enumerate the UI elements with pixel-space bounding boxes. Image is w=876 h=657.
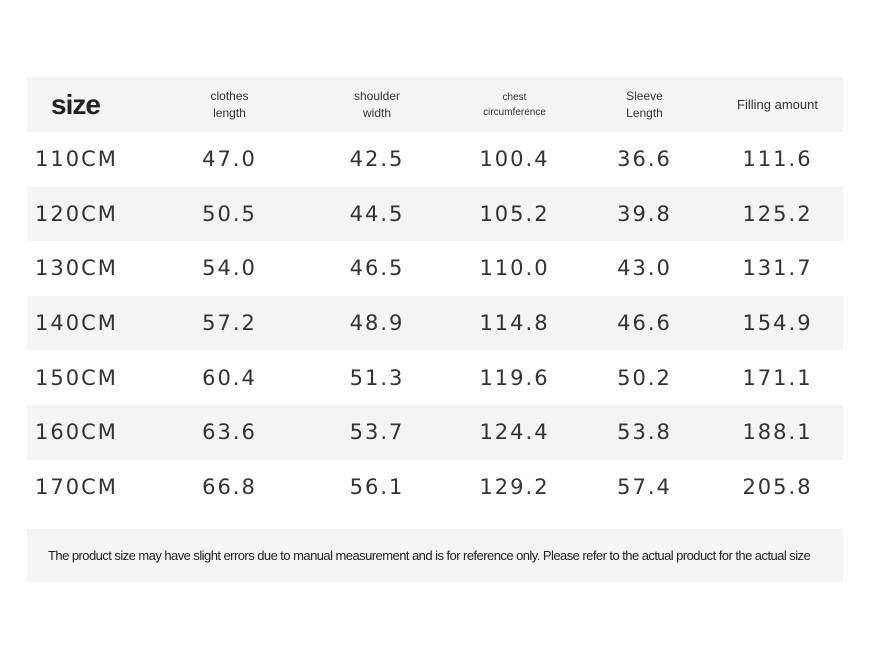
header-shoulder-width-line1: shoulder [353, 88, 401, 103]
table-row: 130CM 54.0 46.5 110.0 43.0 131.7 [27, 241, 843, 296]
clothes-length-cell: 50.5 [202, 201, 257, 226]
clothes-length-cell: 66.8 [202, 474, 257, 499]
table-row: 160CM 63.6 53.7 124.4 53.8 188.1 [27, 404, 843, 460]
header-chest-line2: circumference [483, 106, 546, 118]
shoulder-width-cell: 48.9 [349, 311, 405, 336]
sleeve-cell: 53.8 [617, 420, 672, 445]
header-clothes-length-line1: clothes [210, 88, 249, 103]
chest-cell: 119.6 [479, 365, 550, 390]
disclaimer-text: The product size may have slight errors … [48, 548, 811, 563]
header-sleeve-length: Sleeve Length [577, 77, 712, 132]
sleeve-cell: 36.6 [617, 147, 672, 172]
shoulder-width-cell: 53.7 [349, 420, 405, 445]
table-row: 110CM 47.0 42.5 100.4 36.6 111.6 [27, 132, 843, 187]
clothes-length-cell: 47.0 [202, 147, 257, 172]
sleeve-cell: 57.4 [617, 474, 672, 499]
shoulder-width-cell: 56.1 [349, 474, 405, 499]
header-filling-amount: Filling amount [737, 97, 818, 112]
table-row: 140CM 57.2 48.9 114.8 46.6 154.9 [27, 295, 843, 351]
table-row: 150CM 60.4 51.3 119.6 50.2 171.1 [27, 350, 843, 405]
size-chart-table: size clothes length shoulder width chest… [27, 77, 843, 514]
sleeve-cell: 46.6 [617, 311, 672, 336]
clothes-length-cell: 57.2 [202, 311, 257, 336]
size-cell: 110CM [35, 147, 118, 172]
chest-cell: 100.4 [479, 147, 550, 172]
header-shoulder-width: shoulder width [302, 77, 452, 132]
size-cell: 140CM [35, 311, 118, 336]
header-clothes-length-line2: length [213, 105, 246, 120]
table-row: 120CM 50.5 44.5 105.2 39.8 125.2 [27, 186, 843, 242]
table-top-rule [27, 77, 843, 79]
table-header-row: size clothes length shoulder width chest… [27, 77, 843, 132]
sleeve-cell: 43.0 [617, 256, 672, 281]
filling-cell: 205.8 [742, 474, 813, 499]
sleeve-cell: 39.8 [617, 201, 672, 226]
clothes-length-cell: 63.6 [202, 420, 257, 445]
chest-cell: 105.2 [479, 201, 550, 226]
shoulder-width-cell: 44.5 [349, 201, 405, 226]
filling-cell: 131.7 [742, 256, 813, 281]
size-cell: 120CM [35, 201, 118, 226]
size-cell: 150CM [35, 365, 118, 390]
table-row: 170CM 66.8 56.1 129.2 57.4 205.8 [27, 460, 843, 515]
filling-cell: 154.9 [742, 311, 813, 336]
header-chest-line1: chest [502, 91, 527, 103]
header-shoulder-width-line2: width [362, 105, 391, 120]
sleeve-cell: 50.2 [617, 365, 672, 390]
size-cell: 130CM [35, 256, 118, 281]
size-cell: 170CM [35, 474, 118, 499]
chest-cell: 129.2 [479, 474, 550, 499]
filling-cell: 171.1 [742, 365, 813, 390]
chest-cell: 124.4 [479, 420, 550, 445]
filling-cell: 125.2 [742, 201, 813, 226]
shoulder-width-cell: 51.3 [349, 365, 405, 390]
chest-cell: 114.8 [479, 311, 550, 336]
chest-cell: 110.0 [479, 256, 550, 281]
clothes-length-cell: 54.0 [202, 256, 257, 281]
header-chest-circumference: chest circumference [452, 77, 577, 132]
shoulder-width-cell: 42.5 [349, 147, 405, 172]
clothes-length-cell: 60.4 [202, 365, 257, 390]
size-cell: 160CM [35, 420, 118, 445]
filling-cell: 188.1 [742, 420, 813, 445]
filling-cell: 111.6 [742, 147, 813, 172]
header-clothes-length: clothes length [157, 77, 302, 132]
header-sleeve-line1: Sleeve [626, 88, 663, 103]
header-sleeve-line2: Length [626, 105, 663, 120]
header-size: size [51, 89, 101, 120]
disclaimer-box [27, 529, 843, 582]
shoulder-width-cell: 46.5 [349, 256, 405, 281]
